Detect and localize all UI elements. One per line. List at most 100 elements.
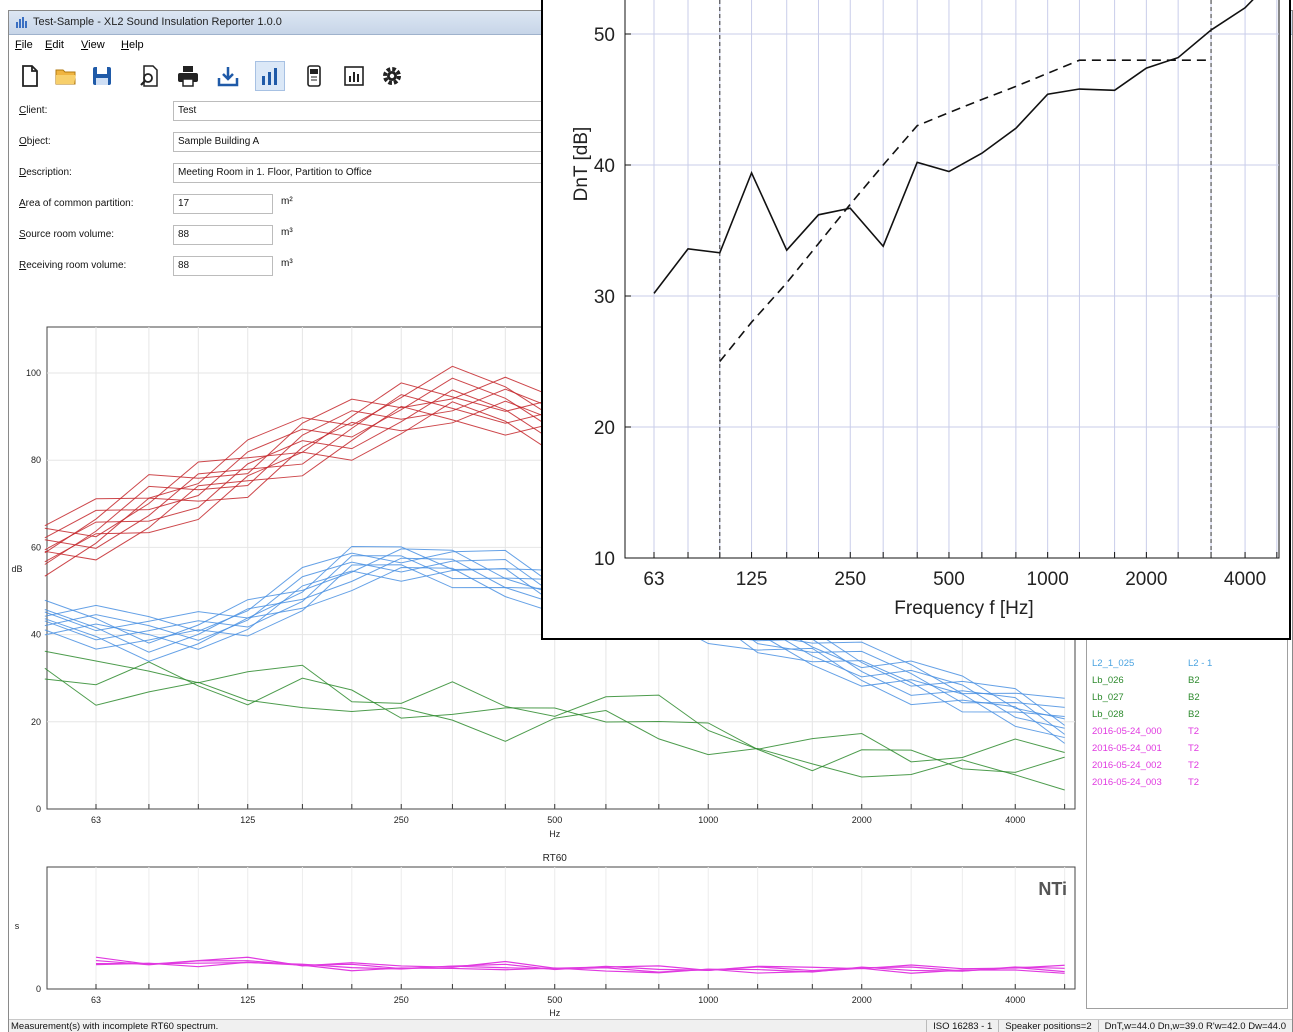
menu-view[interactable]: View (81, 39, 105, 51)
download-button[interactable] (213, 61, 243, 91)
print-preview-button[interactable] (135, 61, 165, 91)
legend-item[interactable]: Lb_028 B2 (1092, 709, 1282, 726)
area-field[interactable]: 17 (173, 194, 273, 214)
source-volume-row: Source room volume: 88 m³ (9, 225, 569, 247)
main-y-tick-label: 100 (26, 368, 41, 378)
nti-logo: NTi (1038, 879, 1067, 899)
main-x-tick-label: 2000 (852, 815, 872, 825)
device-button[interactable] (299, 61, 329, 91)
legend-item-name: 2016-05-24_003 (1092, 777, 1162, 788)
background-level-curve (44, 650, 1065, 763)
main-x-tick-label: 63 (91, 815, 101, 825)
legend-item-type: T2 (1188, 777, 1200, 788)
dnt-chart: 10 20 30 40 50 63 125 250 500 1000 2000 4000 Frequen… (571, 0, 1280, 619)
main-x-tick-label: 4000 (1005, 815, 1025, 825)
legend-item-type: B2 (1188, 675, 1200, 686)
description-label: Description: (19, 167, 72, 178)
description-field[interactable]: Meeting Room in 1. Floor, Partition to O… (173, 163, 553, 183)
toolbar (9, 57, 1292, 95)
rt60-y-axis-label: s (15, 921, 20, 931)
source-volume-field[interactable]: 88 (173, 225, 273, 245)
gear-icon (383, 67, 401, 85)
rt60-curve (95, 961, 1065, 974)
dnt-reference-curve (719, 59, 1212, 363)
main-y-tick-label: 40 (31, 630, 41, 640)
legend-item[interactable]: 2016-05-24_000 T2 (1092, 726, 1282, 743)
status-speakers: Speaker positions=2 (998, 1020, 1097, 1032)
menu-file[interactable]: File (15, 39, 33, 51)
legend-item-name: 2016-05-24_001 (1092, 743, 1162, 754)
main-x-tick-label: 1000 (698, 815, 718, 825)
object-field[interactable]: Sample Building A (173, 132, 553, 152)
legend-item-type: T2 (1188, 743, 1200, 754)
main-x-tick-label: 250 (394, 815, 409, 825)
legend-item[interactable]: L2_1_025 L2 - 1 (1092, 658, 1282, 675)
background-level-curve (44, 667, 1065, 791)
legend-item-type: T2 (1188, 760, 1200, 771)
object-label: Object: (19, 136, 51, 147)
new-file-button[interactable] (15, 61, 45, 91)
legend-item[interactable]: Lb_026 B2 (1092, 675, 1282, 692)
receiving-volume-label: Receiving room volume: (19, 260, 127, 271)
receiving-volume-row: Receiving room volume: 88 m³ (9, 256, 569, 278)
legend-item-name: Lb_026 (1092, 675, 1124, 686)
legend-item-type: B2 (1188, 709, 1200, 720)
open-button[interactable] (51, 61, 81, 91)
rt60-x-tick-label: 63 (91, 995, 101, 1005)
save-icon (93, 67, 111, 85)
menu-bar: File Edit View Help (9, 35, 1292, 57)
print-button[interactable] (173, 61, 203, 91)
source-volume-label: Source room volume: (19, 229, 115, 240)
legend-item-type: B2 (1188, 692, 1200, 703)
receiving-volume-field[interactable]: 88 (173, 256, 273, 276)
measurement-legend[interactable]: L2_1_025 L2 - 1 Lb_026 B2 Lb_027 B2 Lb_028 B2 20… (1086, 639, 1288, 1009)
legend-item[interactable]: 2016-05-24_002 T2 (1092, 760, 1282, 777)
status-standard: ISO 16283 - 1 (926, 1020, 998, 1032)
object-row: Object: Sample Building A (9, 132, 569, 154)
main-x-tick-label: 500 (547, 815, 562, 825)
menu-help[interactable]: Help (121, 39, 144, 51)
rt60-chart-title: RT60 (543, 853, 568, 864)
rt60-x-tick-label: 250 (394, 995, 409, 1005)
rt60-x-tick-label: 2000 (852, 995, 872, 1005)
legend-item-name: L2_1_025 (1092, 658, 1135, 669)
device-icon (307, 65, 321, 87)
settings-button[interactable] (377, 61, 407, 91)
client-row: Client: Test (9, 101, 569, 123)
status-bar: Measurement(s) with incomplete RT60 spec… (9, 1019, 1292, 1032)
background-level-curve (44, 661, 1065, 773)
menu-edit[interactable]: Edit (45, 39, 64, 51)
dnt-plot-area (624, 0, 1280, 559)
legend-item-type: L2 - 1 (1188, 658, 1213, 669)
dnt-y-tick-label: 20 (594, 418, 615, 439)
description-row: Description: Meeting Room in 1. Floor, P… (9, 163, 569, 185)
main-y-tick-label: 60 (31, 542, 41, 552)
chart-view-button[interactable] (255, 61, 285, 91)
receiving-volume-unit: m³ (281, 258, 293, 269)
rt60-x-tick-label: 4000 (1005, 995, 1025, 1005)
area-unit: m² (281, 196, 293, 207)
dnt-chart-panel: 10 20 30 40 50 63 125 250 500 1000 2000 4000 Frequen… (541, 0, 1291, 640)
legend-item-type: T2 (1188, 726, 1200, 737)
status-message: Measurement(s) with incomplete RT60 spec… (11, 1021, 219, 1032)
rt60-x-tick-label: 500 (547, 995, 562, 1005)
rt60-chart[interactable]: RT60 0 s 63 125 250 500 1000 2000 4000 Hz NTi (9, 849, 1084, 1017)
legend-item[interactable]: 2016-05-24_001 T2 (1092, 743, 1282, 760)
dnt-measured-curve (653, 0, 1254, 294)
legend-item[interactable]: 2016-05-24_003 T2 (1092, 777, 1282, 794)
report-icon (344, 66, 364, 86)
dnt-y-axis-label: DnT [dB] (571, 127, 592, 202)
dnt-x-tick-label: 63 (643, 569, 664, 590)
print-preview-icon (140, 65, 158, 87)
dnt-y-tick-label: 40 (594, 156, 615, 177)
save-button[interactable] (87, 61, 117, 91)
client-field[interactable]: Test (173, 101, 553, 121)
legend-item[interactable]: Lb_027 B2 (1092, 692, 1282, 709)
dnt-x-tick-label: 125 (736, 569, 768, 590)
dnt-x-tick-label: 250 (834, 569, 866, 590)
open-folder-icon (55, 69, 76, 85)
rt60-x-tick-label: 125 (240, 995, 255, 1005)
source-volume-unit: m³ (281, 227, 293, 238)
legend-item-name: Lb_027 (1092, 692, 1124, 703)
report-button[interactable] (339, 61, 369, 91)
